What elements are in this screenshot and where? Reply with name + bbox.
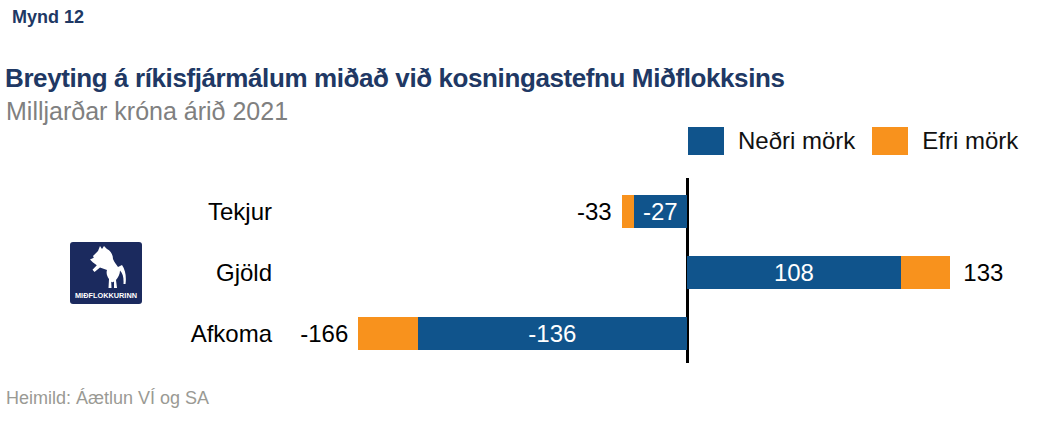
legend-item-0: Neðri mörk — [688, 127, 855, 155]
legend-item-1: Efri mörk — [872, 127, 1018, 155]
bar-upper-bound-segment — [358, 317, 417, 350]
figure-label: Mynd 12 — [12, 7, 84, 28]
legend-label: Efri mörk — [922, 127, 1018, 155]
bar-value-label-outside: -166 — [228, 317, 348, 350]
chart-title: Breyting á ríkisfjármálum miðað við kosn… — [5, 63, 785, 94]
chart-subtitle: Milljarðar króna árið 2021 — [6, 97, 288, 126]
legend-swatch — [688, 127, 724, 155]
bar-upper-bound-segment — [622, 195, 634, 228]
legend-label: Neðri mörk — [738, 127, 855, 155]
legend: Neðri mörk Efri mörk — [688, 127, 1018, 155]
bar-value-label-inside: -136 — [418, 317, 687, 350]
legend-swatch — [872, 127, 908, 155]
bar-value-label-outside: -33 — [492, 195, 612, 228]
bar-value-label-inside: -27 — [634, 195, 687, 228]
bar-upper-bound-segment — [901, 256, 951, 289]
bar-value-label-outside: 133 — [963, 256, 1003, 289]
source-note: Heimild: Áætlun VÍ og SA — [6, 388, 209, 409]
bar-value-label-inside: 108 — [687, 256, 901, 289]
plot-area: Tekjur-27-33Gjöld108133Afkoma-136-166 — [0, 178, 1044, 364]
category-label-tekjur: Tekjur — [0, 195, 272, 228]
figure-canvas: Mynd 12 Breyting á ríkisfjármálum miðað … — [0, 0, 1044, 423]
category-label-gjöld: Gjöld — [0, 256, 272, 289]
